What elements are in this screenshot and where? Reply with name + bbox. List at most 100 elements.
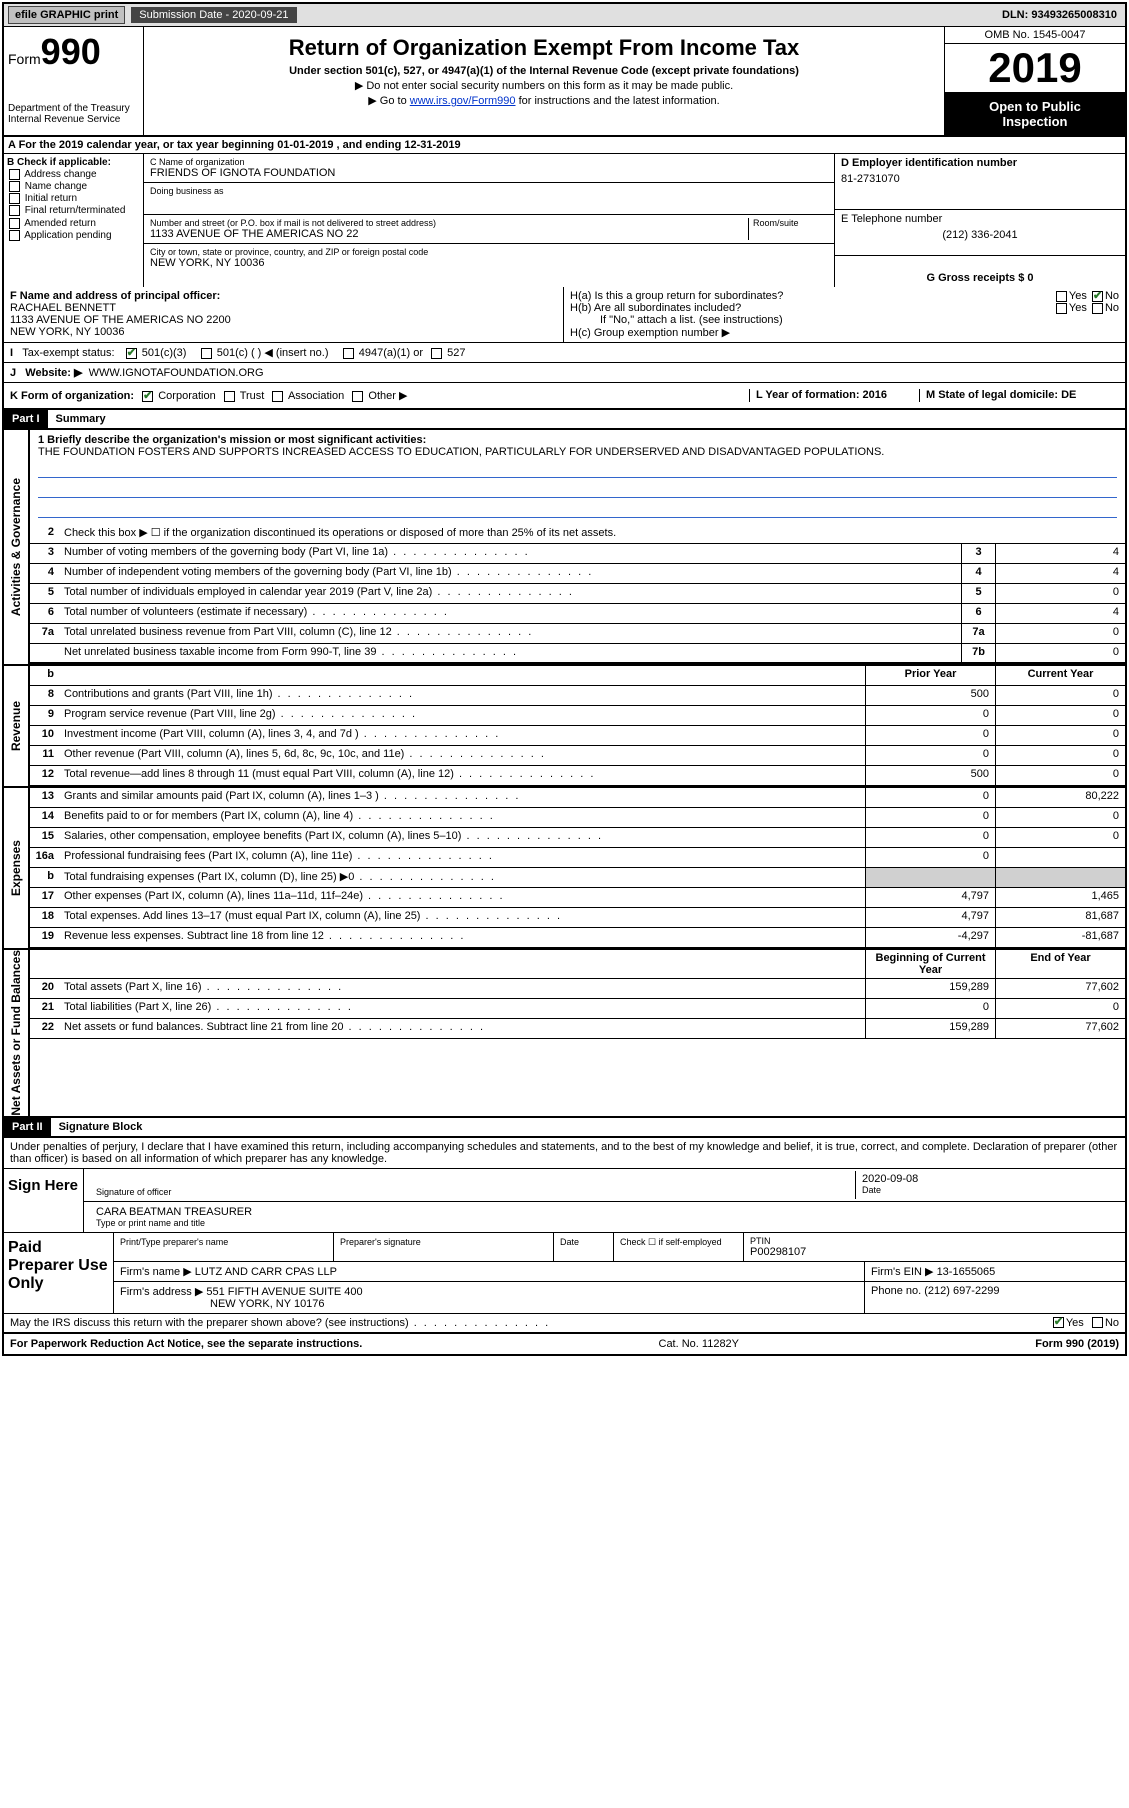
num: 19: [30, 928, 60, 947]
sig-date-field: 2020-09-08 Date: [855, 1171, 1119, 1199]
sig-name-value: CARA BEATMAN TREASURER: [96, 1206, 1113, 1218]
num: 12: [30, 766, 60, 785]
line-3: 3 Number of voting members of the govern…: [30, 544, 1125, 564]
b-opt-initial[interactable]: Initial return: [7, 193, 140, 204]
gross-cell: G Gross receipts $ 0: [835, 256, 1125, 287]
text: Number of voting members of the governin…: [60, 544, 961, 563]
i-527-check[interactable]: [431, 348, 442, 359]
tax-year-row: A For the 2019 calendar year, or tax yea…: [4, 137, 1125, 154]
addr-cell: Number and street (or P.O. box if mail i…: [144, 215, 834, 244]
b-opt-amended[interactable]: Amended return: [7, 218, 140, 229]
preparer-block: Paid Preparer Use Only Print/Type prepar…: [4, 1233, 1125, 1314]
num: 8: [30, 686, 60, 705]
k-opt1: Trust: [240, 390, 265, 402]
efile-print-button[interactable]: efile GRAPHIC print: [8, 6, 125, 24]
gross-label: G Gross receipts $ 0: [841, 272, 1119, 284]
py-header: Prior Year: [865, 666, 995, 685]
form-number: Form990: [8, 31, 139, 73]
i-4947-check[interactable]: [343, 348, 354, 359]
num: 9: [30, 706, 60, 725]
text: Total liabilities (Part X, line 26): [60, 999, 865, 1018]
i-501c3-check[interactable]: [126, 348, 137, 359]
num: 16a: [30, 848, 60, 867]
officer-addr2: NEW YORK, NY 10036: [10, 326, 557, 338]
py: 500: [865, 766, 995, 785]
side-na: Net Assets or Fund Balances: [4, 950, 30, 1116]
footer-right: Form 990 (2019): [1035, 1338, 1119, 1350]
section-b-c-d: B Check if applicable: Address change Na…: [4, 154, 1125, 287]
sig-row2: CARA BEATMAN TREASURER Type or print nam…: [84, 1202, 1125, 1232]
irs-label: Internal Revenue Service: [8, 114, 139, 125]
mission-line1: [38, 460, 1117, 478]
sig-row1: Signature of officer 2020-09-08 Date: [84, 1169, 1125, 1202]
prep-ptin-cell: PTIN P00298107: [744, 1233, 1125, 1261]
py: 0: [865, 706, 995, 725]
sig-officer-field[interactable]: Signature of officer: [90, 1171, 855, 1199]
inspect2: Inspection: [947, 114, 1123, 129]
prep-row2: Firm's name ▶ LUTZ AND CARR CPAS LLP Fir…: [114, 1262, 1125, 1282]
box: 5: [961, 584, 995, 603]
num: 14: [30, 808, 60, 827]
instructions-link[interactable]: www.irs.gov/Form990: [410, 95, 516, 107]
b-label: B Check if applicable:: [7, 157, 140, 168]
line-10: 10 Investment income (Part VIII, column …: [30, 726, 1125, 746]
discuss-yes[interactable]: [1053, 1317, 1064, 1328]
mission-block: 1 Briefly describe the organization's mi…: [30, 430, 1125, 524]
py: 159,289: [865, 1019, 995, 1038]
py: 0: [865, 788, 995, 807]
i-opt3: 527: [447, 347, 465, 359]
text: Revenue less expenses. Subtract line 18 …: [60, 928, 865, 947]
k-other-check[interactable]: [352, 391, 363, 402]
form-no: 990: [41, 31, 101, 72]
k-assoc-check[interactable]: [272, 391, 283, 402]
prep-fields: Print/Type preparer's name Preparer's si…: [114, 1233, 1125, 1313]
city-value: NEW YORK, NY 10036: [150, 257, 828, 269]
b-opt-name[interactable]: Name change: [7, 181, 140, 192]
discuss-text: May the IRS discuss this return with the…: [10, 1317, 550, 1329]
beg-header: Beginning of Current Year: [865, 950, 995, 978]
val: 4: [995, 544, 1125, 563]
py: 500: [865, 686, 995, 705]
line-8: 8 Contributions and grants (Part VIII, l…: [30, 686, 1125, 706]
line-15: 15 Salaries, other compensation, employe…: [30, 828, 1125, 848]
line-18: 18 Total expenses. Add lines 13–17 (must…: [30, 908, 1125, 928]
ag-body: 1 Briefly describe the organization's mi…: [30, 430, 1125, 664]
b-opt-final[interactable]: Final return/terminated: [7, 205, 140, 216]
firm-phone-cell: Phone no. (212) 697-2299: [865, 1282, 1125, 1313]
website-row: J Website: ▶ WWW.IGNOTAFOUNDATION.ORG: [4, 363, 1125, 383]
text: Total number of volunteers (estimate if …: [60, 604, 961, 623]
officer-name: RACHAEL BENNETT: [10, 302, 557, 314]
rev-body: b Prior Year Current Year 8 Contribution…: [30, 666, 1125, 786]
b-opt-pending[interactable]: Application pending: [7, 230, 140, 241]
text: Grants and similar amounts paid (Part IX…: [60, 788, 865, 807]
sig-type-label: Type or print name and title: [96, 1218, 1113, 1228]
i-501c-check[interactable]: [201, 348, 212, 359]
prep-date-cell: Date: [554, 1233, 614, 1261]
officer-row: F Name and address of principal officer:…: [4, 287, 1125, 343]
line-7a: 7a Total unrelated business revenue from…: [30, 624, 1125, 644]
num: 6: [30, 604, 60, 623]
k-corp-check[interactable]: [142, 391, 153, 402]
num: 3: [30, 544, 60, 563]
text: Contributions and grants (Part VIII, lin…: [60, 686, 865, 705]
text: Benefits paid to or for members (Part IX…: [60, 808, 865, 827]
line-7b: Net unrelated business taxable income fr…: [30, 644, 1125, 664]
cy: [995, 848, 1125, 867]
line-13: 13 Grants and similar amounts paid (Part…: [30, 788, 1125, 808]
py: 4,797: [865, 908, 995, 927]
form-990-page: efile GRAPHIC print Submission Date - 20…: [2, 2, 1127, 1356]
col-b: B Check if applicable: Address change Na…: [4, 154, 144, 287]
line2: 2 Check this box ▶ ☐ if the organization…: [30, 524, 1125, 544]
top-toolbar: efile GRAPHIC print Submission Date - 20…: [4, 4, 1125, 27]
i-label: Tax-exempt status:: [22, 347, 114, 359]
b-opt-address[interactable]: Address change: [7, 169, 140, 180]
num: 17: [30, 888, 60, 907]
footer-left: For Paperwork Reduction Act Notice, see …: [10, 1338, 362, 1350]
cy: 0: [995, 828, 1125, 847]
cy: 77,602: [995, 1019, 1125, 1038]
firm-ein-cell: Firm's EIN ▶ 13-1655065: [865, 1262, 1125, 1281]
k-trust-check[interactable]: [224, 391, 235, 402]
submission-date: Submission Date - 2020-09-21: [131, 7, 296, 23]
discuss-no[interactable]: [1092, 1317, 1103, 1328]
inspect1: Open to Public: [947, 99, 1123, 114]
